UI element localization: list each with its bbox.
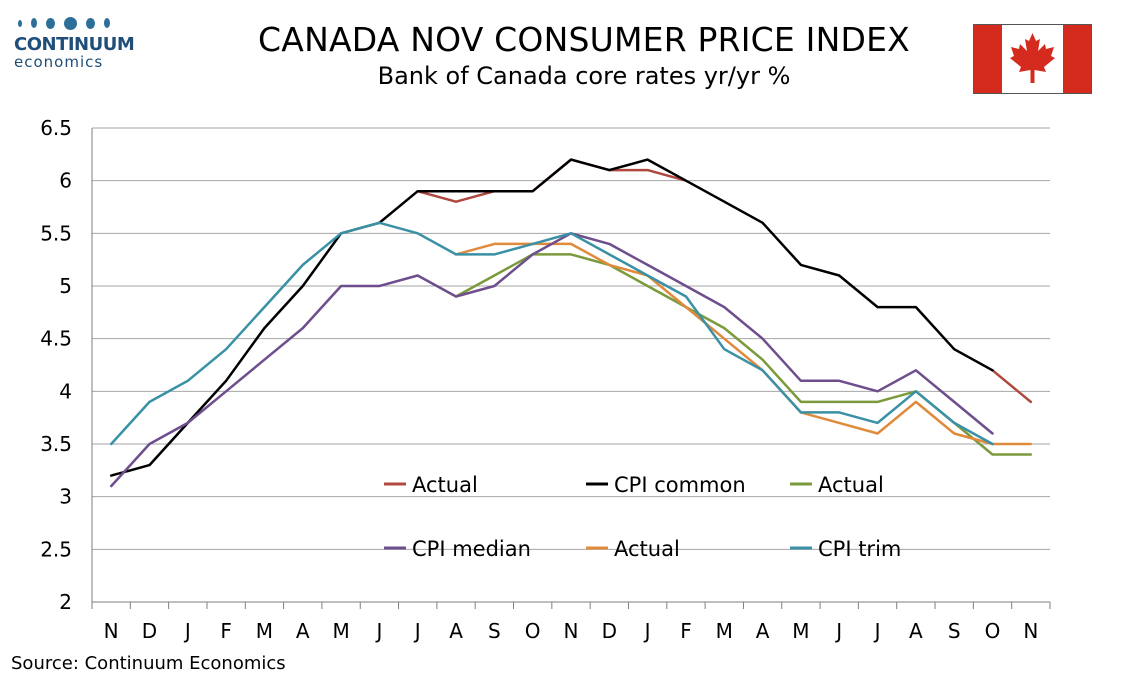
source-note: Source: Continuum Economics xyxy=(11,653,286,674)
x-tick-label: A xyxy=(909,619,923,643)
chart-title: CANADA NOV CONSUMER PRICE INDEX xyxy=(258,20,910,59)
y-tick-label: 5 xyxy=(59,274,72,298)
legend-label: Actual xyxy=(818,473,884,497)
x-tick-label: O xyxy=(985,619,1001,643)
y-tick-label: 3 xyxy=(59,485,72,509)
x-tick-label: N xyxy=(104,619,119,643)
logo-subtitle: economics xyxy=(14,53,104,71)
x-tick-label: D xyxy=(142,619,157,643)
y-tick-label: 5.5 xyxy=(40,221,72,245)
y-tick-label: 6 xyxy=(59,169,72,193)
x-tick-label: J xyxy=(413,619,421,643)
series-line-common-actual xyxy=(416,158,1033,404)
y-tick-label: 2 xyxy=(59,590,72,614)
logo-dots-icon xyxy=(18,14,134,32)
x-tick-label: N xyxy=(1023,619,1038,643)
x-tick-label: M xyxy=(716,619,733,643)
x-tick-label: F xyxy=(220,619,232,643)
x-tick-label: J xyxy=(643,619,651,643)
chart-subtitle: Bank of Canada core rates yr/yr % xyxy=(377,62,791,90)
legend-label: Actual xyxy=(412,473,478,497)
x-tick-label: A xyxy=(296,619,310,643)
legend-label: CPI trim xyxy=(818,537,901,561)
y-tick-label: 4 xyxy=(59,379,72,403)
series-line-trim xyxy=(109,221,994,446)
legend-label: CPI median xyxy=(412,537,531,561)
x-tick-label: S xyxy=(488,619,501,643)
x-tick-label: J xyxy=(834,619,842,643)
x-tick-label: N xyxy=(564,619,579,643)
legend-label: Actual xyxy=(614,537,680,561)
y-tick-label: 2.5 xyxy=(40,537,72,561)
x-tick-label: A xyxy=(449,619,463,643)
canada-flag-icon xyxy=(973,24,1092,94)
x-tick-label: M xyxy=(792,619,809,643)
x-tick-label: D xyxy=(602,619,617,643)
y-tick-label: 6.5 xyxy=(40,116,72,140)
x-tick-label: M xyxy=(256,619,273,643)
series-line-common xyxy=(109,158,994,477)
x-tick-label: M xyxy=(332,619,349,643)
x-tick-label: J xyxy=(873,619,881,643)
x-tick-label: A xyxy=(756,619,770,643)
logo-word: CONTINUUM xyxy=(14,34,135,55)
series-line-median xyxy=(109,232,994,488)
x-tick-label: F xyxy=(680,619,692,643)
y-tick-label: 4.5 xyxy=(40,327,72,351)
continuum-logo: CONTINUUM economics xyxy=(14,14,135,76)
x-tick-label: J xyxy=(183,619,191,643)
y-tick-label: 3.5 xyxy=(40,432,72,456)
x-tick-label: O xyxy=(525,619,541,643)
legend-label: CPI common xyxy=(614,473,746,497)
x-tick-label: S xyxy=(948,619,961,643)
x-tick-label: J xyxy=(374,619,382,643)
